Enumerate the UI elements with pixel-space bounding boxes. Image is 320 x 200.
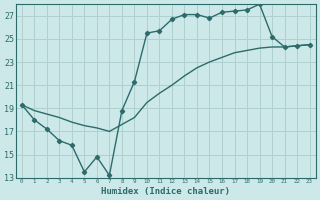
X-axis label: Humidex (Indice chaleur): Humidex (Indice chaleur) (101, 187, 230, 196)
